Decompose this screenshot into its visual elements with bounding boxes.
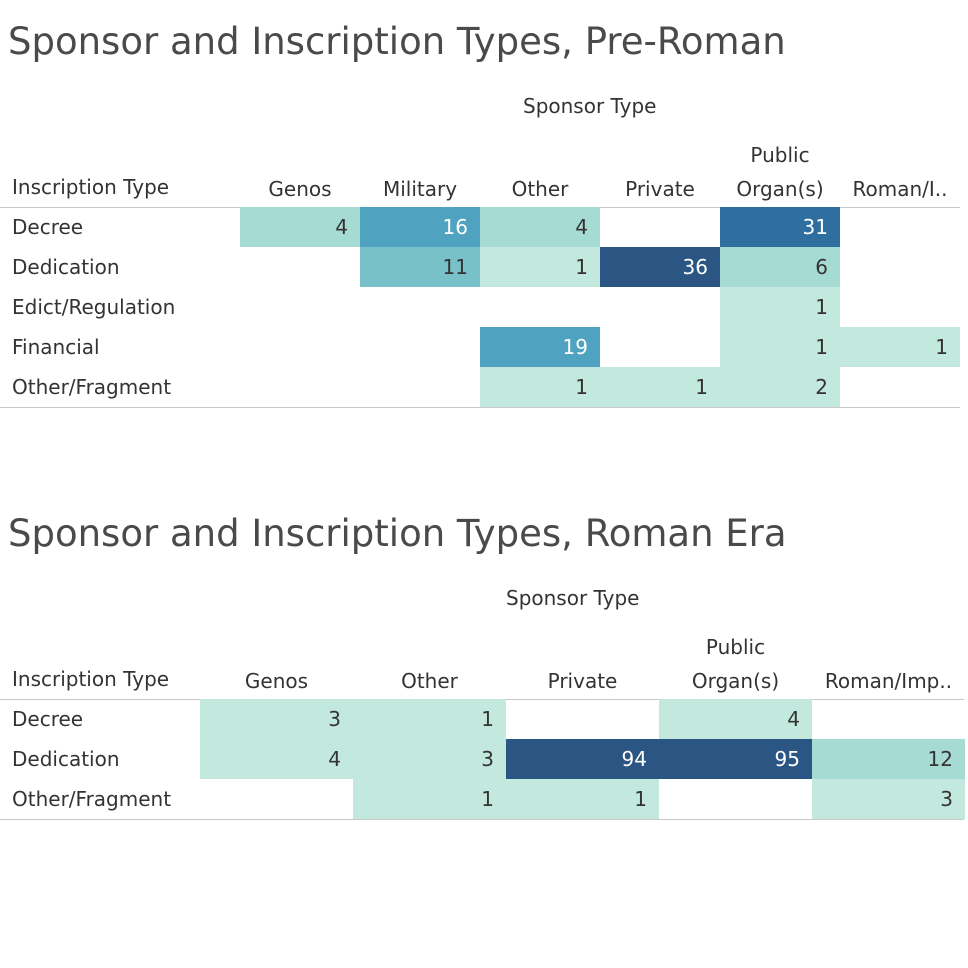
column-header-line1: Public [705,635,766,659]
heatmap-cell: 1 [353,699,506,739]
row-axis-title: Inscription Type [12,175,170,199]
heatmap-cell: 1 [840,327,960,367]
column-header: Roman/I.. [852,177,948,201]
heatmap-cell: 1 [720,327,840,367]
row-label: Other/Fragment [12,787,172,811]
column-header: Private [625,177,695,201]
row-label: Decree [12,215,84,239]
heatmap-cell: 12 [812,739,965,779]
row-label: Edict/Regulation [12,295,176,319]
column-header: Genos [268,177,332,201]
column-header: Other [511,177,569,201]
row-label: Other/Fragment [12,375,172,399]
heatmap-cell: 4 [480,207,600,247]
heatmap-cell: 95 [659,739,812,779]
row-label: Dedication [12,747,120,771]
column-header: Genos [244,669,309,693]
heatmap-cell: 16 [360,207,480,247]
row-label: Dedication [12,255,120,279]
heatmap-cell: 1 [353,779,506,819]
heatmap-cell: 4 [240,207,360,247]
row-label: Decree [12,707,84,731]
column-header: Organ(s) [736,177,824,201]
heatmap-cell: 94 [506,739,659,779]
heatmap-cell: 3 [812,779,965,819]
heatmap-cell: 3 [353,739,506,779]
bottom-divider [0,407,960,408]
heatmap-cell: 1 [480,367,600,407]
column-header: Private [547,669,618,693]
heatmap-cell: 1 [600,367,720,407]
bottom-divider [0,819,964,820]
chart-title: Sponsor and Inscription Types, Pre-Roman [8,20,786,63]
chart-title: Sponsor and Inscription Types, Roman Era [8,512,787,555]
heatmap-cell: 1 [506,779,659,819]
heatmap-cell: 3 [200,699,353,739]
column-header: Military [382,177,458,201]
row-axis-title: Inscription Type [12,667,170,691]
heatmap-cell: 4 [200,739,353,779]
column-axis-title: Sponsor Type [506,586,640,610]
heatmap-cell: 19 [480,327,600,367]
heatmap-cell: 11 [360,247,480,287]
column-header: Other [401,669,458,693]
heatmap-cell: 6 [720,247,840,287]
heatmap-cell: 1 [480,247,600,287]
heatmap-cell: 1 [720,287,840,327]
heatmap-cell: 4 [659,699,812,739]
column-header: Organ(s) [691,669,780,693]
column-axis-title: Sponsor Type [523,94,657,118]
heatmap-cell: 31 [720,207,840,247]
heatmap-cell: 36 [600,247,720,287]
heatmap-cell: 2 [720,367,840,407]
column-header-line1: Public [750,143,810,167]
row-label: Financial [12,335,100,359]
column-header: Roman/Imp.. [824,669,953,693]
